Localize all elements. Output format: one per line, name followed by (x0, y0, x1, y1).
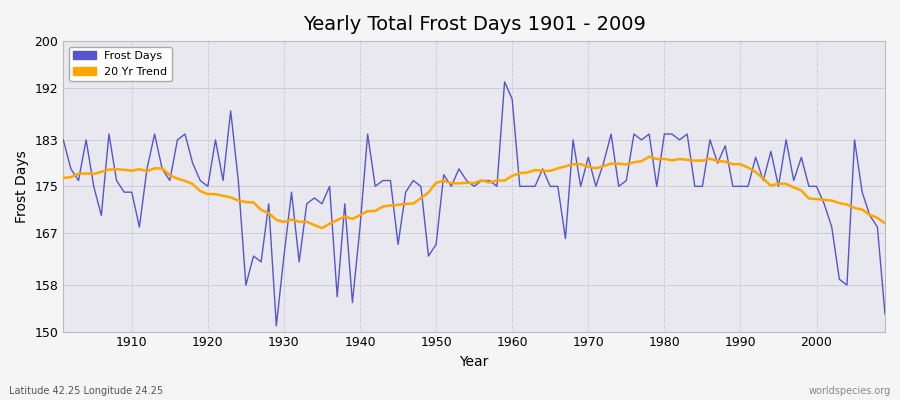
Y-axis label: Frost Days: Frost Days (15, 150, 29, 223)
Text: worldspecies.org: worldspecies.org (809, 386, 891, 396)
X-axis label: Year: Year (460, 355, 489, 369)
Title: Yearly Total Frost Days 1901 - 2009: Yearly Total Frost Days 1901 - 2009 (302, 15, 645, 34)
Text: Latitude 42.25 Longitude 24.25: Latitude 42.25 Longitude 24.25 (9, 386, 163, 396)
Legend: Frost Days, 20 Yr Trend: Frost Days, 20 Yr Trend (68, 47, 172, 81)
